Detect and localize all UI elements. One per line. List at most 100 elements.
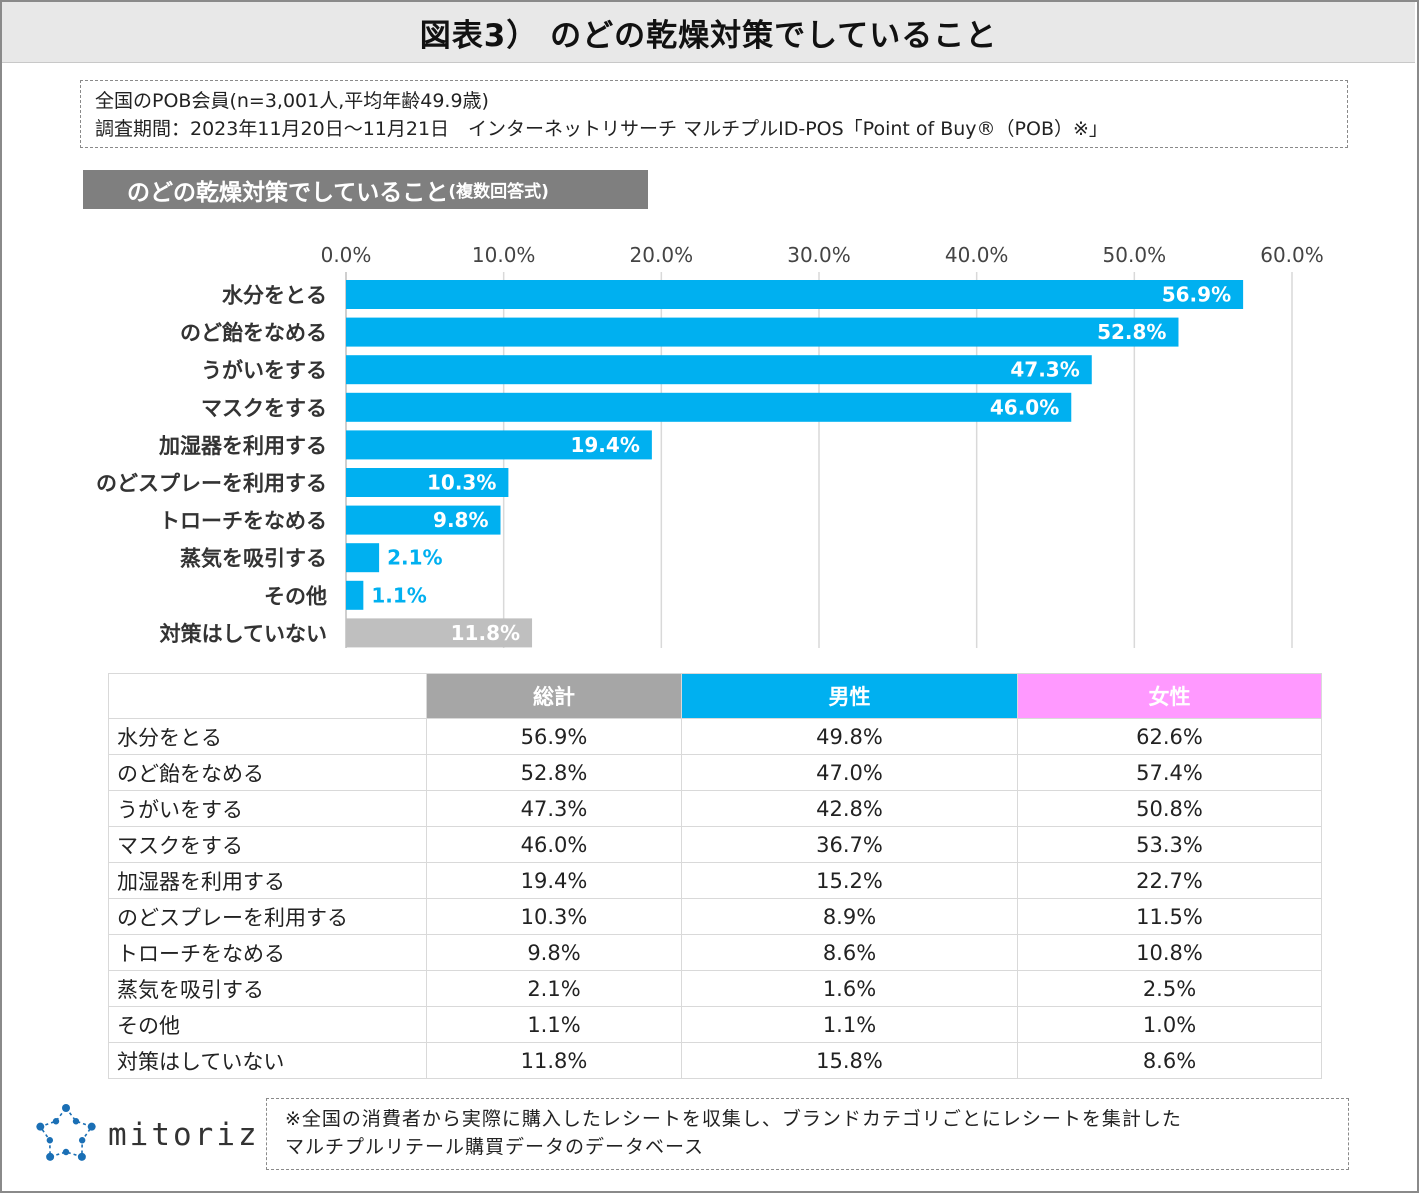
row-label: 水分をとる (108, 718, 427, 755)
data-label: 9.8% (433, 508, 488, 532)
x-tick-label: 10.0% (472, 243, 536, 267)
breakdown-table: 総計 男性 女性 水分をとる 56.9% 49.8% 62.6% のど飴をなめる 52.8… (108, 673, 1322, 1079)
cell-male: 8.9% (681, 898, 1018, 935)
x-tick-label: 40.0% (945, 243, 1009, 267)
row-label: 加湿器を利用する (108, 862, 427, 899)
table-row: のど飴をなめる 52.8% 47.0% 57.4% (108, 754, 1322, 791)
figure-title: 図表3） のどの乾燥対策でしていること (2, 2, 1415, 63)
survey-info-line-2: 調査期間：2023年11月20日～11月21日 インターネットリサーチ マルチプ… (95, 118, 1108, 140)
survey-info-box: 全国のPOB会員(n=3,001人,平均年齢49.9歳) 調査期間：2023年1… (80, 80, 1348, 148)
cell-male: 15.8% (681, 1042, 1018, 1079)
bar (346, 355, 1092, 385)
logo-text: mitoriz (108, 1117, 260, 1153)
mitoriz-logo: mitoriz (34, 1103, 260, 1167)
cell-total: 10.3% (426, 898, 682, 935)
cell-male: 1.6% (681, 970, 1018, 1007)
table-header-male: 男性 (681, 673, 1018, 719)
bar (346, 430, 652, 460)
cell-male: 47.0% (681, 754, 1018, 791)
category-label: 対策はしていない (160, 622, 327, 646)
category-label: その他 (264, 584, 327, 608)
cell-female: 2.5% (1017, 970, 1322, 1007)
cell-female: 62.6% (1017, 718, 1322, 755)
table-row: のどスプレーを利用する 10.3% 8.9% 11.5% (108, 898, 1322, 935)
row-label: のどスプレーを利用する (108, 898, 427, 935)
table-row: 加湿器を利用する 19.4% 15.2% 22.7% (108, 862, 1322, 899)
data-label: 47.3% (1010, 358, 1079, 382)
table-header-female: 女性 (1017, 673, 1322, 719)
cell-total: 46.0% (426, 826, 682, 863)
cell-total: 11.8% (426, 1042, 682, 1079)
bar (346, 543, 380, 573)
category-label: 水分をとる (222, 284, 327, 308)
table-row: その他 1.1% 1.1% 1.0% (108, 1006, 1322, 1043)
cell-total: 2.1% (426, 970, 682, 1007)
data-label: 19.4% (570, 433, 639, 457)
bar (346, 468, 509, 497)
table-row: 水分をとる 56.9% 49.8% 62.6% (108, 718, 1322, 755)
cell-male: 15.2% (681, 862, 1018, 899)
category-label: マスクをする (201, 396, 327, 420)
cell-male: 1.1% (681, 1006, 1018, 1043)
section-label-main: のどの乾燥対策でしていること (127, 179, 449, 206)
section-label: のどの乾燥対策でしていること (複数回答式) (83, 170, 648, 209)
data-label: 46.0% (990, 395, 1059, 419)
category-label: トローチをなめる (159, 509, 327, 533)
cell-total: 52.8% (426, 754, 682, 791)
cell-male: 8.6% (681, 934, 1018, 971)
bar (346, 317, 1179, 347)
row-label: うがいをする (108, 790, 427, 827)
x-tick-label: 0.0% (321, 243, 372, 267)
section-label-sub: (複数回答式) (448, 182, 549, 202)
table-row: 蒸気を吸引する 2.1% 1.6% 2.5% (108, 970, 1322, 1007)
row-label: のど飴をなめる (108, 754, 427, 791)
data-label: 11.8% (451, 621, 520, 645)
cell-male: 36.7% (681, 826, 1018, 863)
cell-female: 53.3% (1017, 826, 1322, 863)
cell-female: 11.5% (1017, 898, 1322, 935)
bar (346, 280, 1244, 309)
table-header-total: 総計 (426, 673, 682, 719)
cell-total: 19.4% (426, 862, 682, 899)
row-label: その他 (108, 1006, 427, 1043)
table-header-blank (108, 673, 427, 719)
cell-total: 9.8% (426, 934, 682, 971)
category-label: のど飴をなめる (180, 321, 327, 345)
row-label: マスクをする (108, 826, 427, 863)
table-row: トローチをなめる 9.8% 8.6% 10.8% (108, 934, 1322, 971)
cell-female: 57.4% (1017, 754, 1322, 791)
cell-female: 22.7% (1017, 862, 1322, 899)
row-label: 蒸気を吸引する (108, 970, 427, 1007)
data-label: 52.8% (1097, 320, 1166, 344)
x-tick-label: 20.0% (630, 243, 694, 267)
x-tick-label: 30.0% (787, 243, 851, 267)
survey-info-line-1: 全国のPOB会員(n=3,001人,平均年齢49.9歳) (95, 90, 489, 112)
cell-female: 8.6% (1017, 1042, 1322, 1079)
data-label: 10.3% (427, 471, 496, 495)
cell-total: 56.9% (426, 718, 682, 755)
category-label: のどスプレーを利用する (96, 472, 327, 496)
bar (346, 505, 501, 535)
category-label: 蒸気を吸引する (180, 547, 327, 571)
table-row: マスクをする 46.0% 36.7% 53.3% (108, 826, 1322, 863)
bar-chart: 0.0% 10.0% 20.0% 30.0% 40.0% 50.0% 60.0% 水分をとる 5… (96, 243, 1324, 648)
row-label: 対策はしていない (108, 1042, 427, 1079)
footnote-line-1: ※全国の消費者から実際に購入したレシートを収集し、ブランドカテゴリごとにレシート… (285, 1108, 1182, 1130)
cell-female: 1.0% (1017, 1006, 1322, 1043)
data-label: 1.1% (371, 583, 426, 607)
x-tick-label: 50.0% (1103, 243, 1167, 267)
category-label: 加湿器を利用する (158, 434, 327, 458)
cell-female: 50.8% (1017, 790, 1322, 827)
row-label: トローチをなめる (108, 934, 427, 971)
data-label: 56.9% (1162, 283, 1231, 307)
cell-total: 1.1% (426, 1006, 682, 1043)
bar (346, 392, 1072, 422)
data-label: 2.1% (387, 546, 442, 570)
cell-female: 10.8% (1017, 934, 1322, 971)
x-tick-label: 60.0% (1260, 243, 1324, 267)
cell-male: 42.8% (681, 790, 1018, 827)
bar (346, 618, 533, 648)
cell-total: 47.3% (426, 790, 682, 827)
footnote-box: ※全国の消費者から実際に購入したレシートを収集し、ブランドカテゴリごとにレシート… (266, 1098, 1349, 1170)
category-label: うがいをする (201, 359, 327, 383)
